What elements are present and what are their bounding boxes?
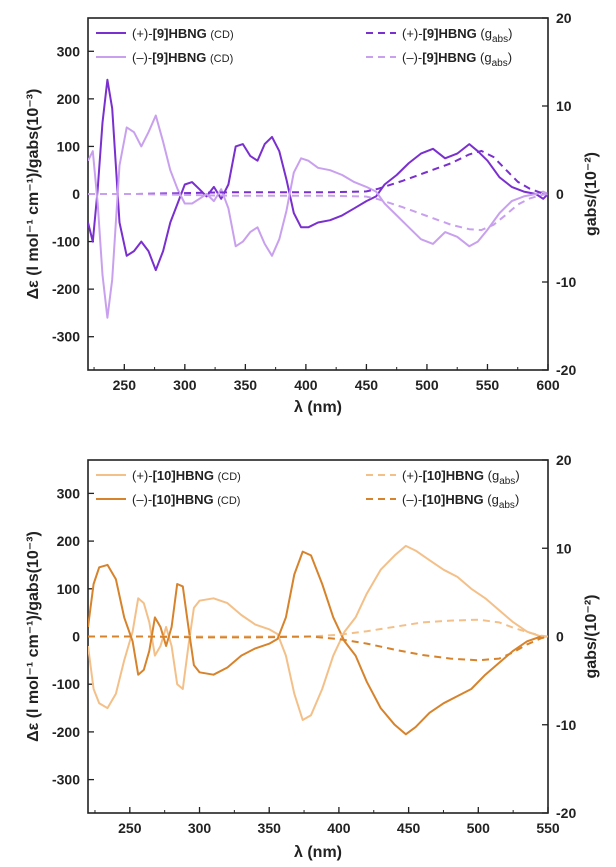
legend-suffix: (CD) <box>218 471 241 483</box>
series-line-3 <box>88 149 548 195</box>
y-left-tick-label: 300 <box>57 485 81 501</box>
x-tick-label: 450 <box>397 820 421 836</box>
chart-panel-1: 250 300 350 400 450 500 550 600-300-200-1000100… <box>25 10 600 416</box>
x-tick-label: 550 <box>476 377 500 393</box>
legend-subscript: abs <box>499 500 515 511</box>
legend-close: ) <box>515 492 519 507</box>
x-tick-label: 500 <box>467 820 491 836</box>
y-right-tick-label: -20 <box>556 805 576 821</box>
y-right-axis-title: gabs/(10⁻²) <box>583 152 600 236</box>
legend-subscript: abs <box>499 476 515 487</box>
plot-frame <box>87 17 549 371</box>
x-tick-label: 400 <box>327 820 351 836</box>
legend-entry-4: (–)-[10]HBNG (gabs) <box>402 492 519 511</box>
legend-entry-3: (+)-[9]HBNG (gabs) <box>402 26 512 45</box>
x-tick-label: 300 <box>188 820 212 836</box>
series-line-1 <box>88 544 548 721</box>
legend-suffix: (g <box>487 492 499 507</box>
legend-suffix: (g <box>480 50 492 65</box>
legend-name: [10]HBNG <box>423 468 484 483</box>
legend-close: ) <box>508 26 512 41</box>
x-tick-label: 300 <box>173 377 197 393</box>
x-tick-label: 550 <box>536 820 560 836</box>
legend-close: ) <box>515 468 519 483</box>
x-tick-label: 250 <box>118 820 142 836</box>
legend-sign: (+)- <box>132 468 153 483</box>
y-left-tick-label: 0 <box>72 186 80 202</box>
y-left-tick-label: 100 <box>57 138 81 154</box>
x-tick-label: 500 <box>415 377 439 393</box>
y-right-tick-label: -10 <box>556 717 576 733</box>
legend-sign: (+)- <box>132 26 153 41</box>
series-line-2 <box>88 550 548 736</box>
legend-entry-3: (+)-[10]HBNG (gabs) <box>402 468 520 487</box>
legend-subscript: abs <box>492 58 508 69</box>
x-tick-label: 350 <box>234 377 258 393</box>
x-tick-label: 250 <box>113 377 137 393</box>
legend-suffix: (CD) <box>210 53 233 65</box>
legend-entry-1: (+)-[9]HBNG (CD) <box>132 26 234 41</box>
series-line-3 <box>88 618 548 638</box>
legend-name: [10]HBNG <box>152 492 213 507</box>
legend-sign: (–)- <box>132 50 152 65</box>
legend-entry-2: (–)-[10]HBNG (CD) <box>132 492 240 507</box>
y-left-tick-label: 200 <box>57 533 81 549</box>
legend-name: [9]HBNG <box>422 50 476 65</box>
legend-sign: (–)- <box>132 492 152 507</box>
legend-suffix: (g <box>480 26 492 41</box>
legend-suffix: (CD) <box>210 29 233 41</box>
y-left-tick-label: -100 <box>52 234 80 250</box>
y-right-tick-label: 10 <box>556 540 572 556</box>
x-tick-label: 350 <box>258 820 282 836</box>
chart-panel-2: 250 300 350 400 450 500 550-300-200-1000100200… <box>25 452 600 861</box>
legend-sign: (+)- <box>402 26 423 41</box>
y-left-tick-label: -300 <box>52 772 80 788</box>
y-left-tick-label: 0 <box>72 629 80 645</box>
legend-suffix: (CD) <box>217 495 240 507</box>
x-tick-label: 600 <box>536 377 560 393</box>
y-left-tick-label: 100 <box>57 581 81 597</box>
y-right-tick-label: -10 <box>556 274 576 290</box>
legend-name: [9]HBNG <box>152 50 206 65</box>
y-right-tick-label: 20 <box>556 10 572 26</box>
y-left-tick-label: -100 <box>52 676 80 692</box>
legend-suffix: (g <box>488 468 500 483</box>
y-left-axis-title: Δε (l mol⁻¹ cm⁻¹)/gabs(10⁻³) <box>25 531 42 742</box>
legend-sign: (–)- <box>402 50 422 65</box>
series-line-4 <box>88 193 548 232</box>
y-left-axis-title: Δε (l mol⁻¹ cm⁻¹)/gabs(10⁻³) <box>25 89 42 300</box>
legend-close: ) <box>508 50 512 65</box>
y-right-axis-title: gabs/(10⁻²) <box>583 594 600 678</box>
legend-sign: (–)- <box>402 492 422 507</box>
y-right-tick-label: 10 <box>556 98 572 114</box>
y-left-tick-label: -300 <box>52 329 80 345</box>
legend-name: [9]HBNG <box>423 26 477 41</box>
x-tick-label: 450 <box>355 377 379 393</box>
x-tick-label: 400 <box>294 377 318 393</box>
x-axis-title: λ (nm) <box>294 844 342 861</box>
legend-name: [10]HBNG <box>153 468 214 483</box>
series-line-2 <box>88 114 548 319</box>
series-line-4 <box>88 635 548 662</box>
legend-entry-4: (–)-[9]HBNG (gabs) <box>402 50 512 69</box>
y-right-tick-label: 20 <box>556 452 572 468</box>
y-right-tick-label: -20 <box>556 362 576 378</box>
y-right-tick-label: 0 <box>556 629 564 645</box>
legend-name: [10]HBNG <box>422 492 483 507</box>
legend-sign: (+)- <box>402 468 423 483</box>
series-line-1 <box>88 78 548 272</box>
legend-subscript: abs <box>492 34 508 45</box>
legend-name: [9]HBNG <box>153 26 207 41</box>
legend-entry-1: (+)-[10]HBNG (CD) <box>132 468 241 483</box>
y-left-tick-label: -200 <box>52 281 80 297</box>
y-left-tick-label: 300 <box>57 43 81 59</box>
legend-entry-2: (–)-[9]HBNG (CD) <box>132 50 233 65</box>
y-left-tick-label: -200 <box>52 724 80 740</box>
y-left-tick-label: 200 <box>57 91 81 107</box>
y-right-tick-label: 0 <box>556 186 564 202</box>
x-axis-title: λ (nm) <box>294 399 342 416</box>
